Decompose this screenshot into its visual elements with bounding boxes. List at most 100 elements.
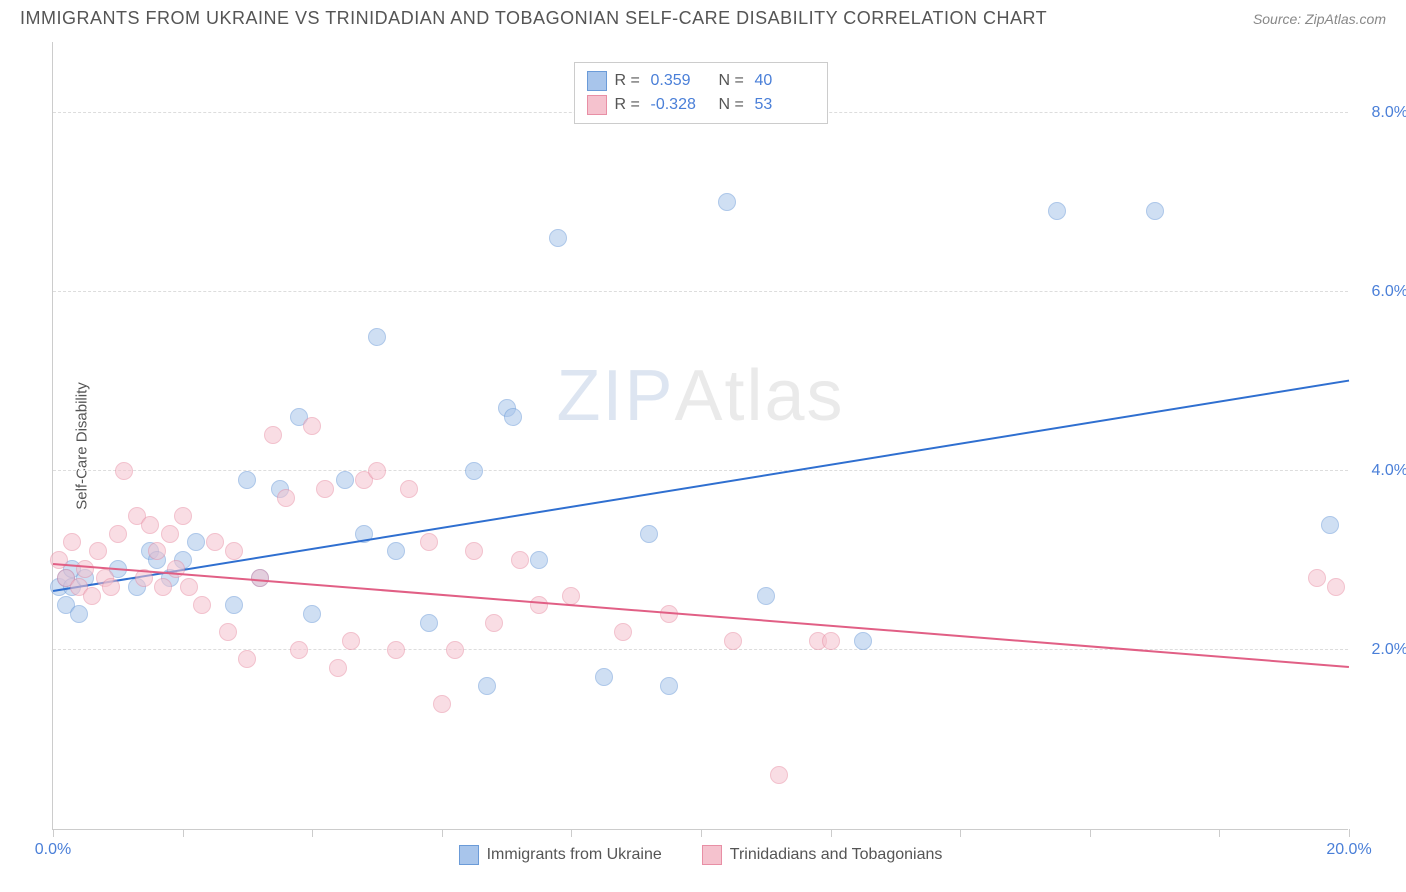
swatch-ukraine	[587, 71, 607, 91]
x-tick	[1219, 829, 1220, 837]
x-tick	[831, 829, 832, 837]
watermark: ZIPAtlas	[556, 355, 844, 437]
data-point-trinidad	[290, 641, 308, 659]
data-point-trinidad	[485, 614, 503, 632]
stat-n-value-ukraine: 40	[755, 72, 815, 90]
stat-n-value-trinidad: 53	[755, 96, 815, 114]
data-point-trinidad	[109, 525, 127, 543]
y-tick-label: 4.0%	[1372, 462, 1406, 480]
x-tick	[701, 829, 702, 837]
data-point-trinidad	[115, 462, 133, 480]
data-point-trinidad	[1308, 569, 1326, 587]
data-point-trinidad	[167, 560, 185, 578]
data-point-ukraine	[420, 614, 438, 632]
legend-swatch-trinidad	[702, 845, 722, 865]
data-point-trinidad	[387, 641, 405, 659]
data-point-ukraine	[757, 587, 775, 605]
data-point-ukraine	[854, 632, 872, 650]
y-tick-label: 8.0%	[1372, 104, 1406, 122]
legend-item-ukraine: Immigrants from Ukraine	[459, 845, 662, 865]
data-point-ukraine	[465, 462, 483, 480]
stats-row-trinidad: R = -0.328 N = 53	[587, 93, 815, 117]
data-point-trinidad	[446, 641, 464, 659]
data-point-trinidad	[193, 596, 211, 614]
stat-r-label: R =	[615, 72, 643, 90]
data-point-ukraine	[368, 328, 386, 346]
data-point-trinidad	[219, 623, 237, 641]
data-point-trinidad	[303, 417, 321, 435]
y-tick-label: 6.0%	[1372, 283, 1406, 301]
data-point-trinidad	[148, 542, 166, 560]
data-point-ukraine	[530, 551, 548, 569]
data-point-ukraine	[549, 229, 567, 247]
data-point-ukraine	[1321, 516, 1339, 534]
swatch-trinidad	[587, 95, 607, 115]
data-point-trinidad	[465, 542, 483, 560]
data-point-trinidad	[154, 578, 172, 596]
legend-swatch-ukraine	[459, 845, 479, 865]
data-point-trinidad	[770, 766, 788, 784]
data-point-trinidad	[614, 623, 632, 641]
data-point-trinidad	[342, 632, 360, 650]
data-point-trinidad	[76, 560, 94, 578]
data-point-trinidad	[174, 507, 192, 525]
data-point-trinidad	[238, 650, 256, 668]
stat-r-value-ukraine: 0.359	[651, 72, 711, 90]
data-point-trinidad	[1327, 578, 1345, 596]
data-point-trinidad	[141, 516, 159, 534]
stats-legend-box: R = 0.359 N = 40 R = -0.328 N = 53	[574, 62, 828, 124]
scatter-chart: ZIPAtlas R = 0.359 N = 40 R = -0.328 N =…	[52, 42, 1348, 830]
data-point-trinidad	[420, 533, 438, 551]
x-tick	[571, 829, 572, 837]
data-point-trinidad	[400, 480, 418, 498]
data-point-trinidad	[206, 533, 224, 551]
data-point-ukraine	[660, 677, 678, 695]
source-attribution: Source: ZipAtlas.com	[1253, 11, 1386, 27]
data-point-trinidad	[316, 480, 334, 498]
data-point-ukraine	[225, 596, 243, 614]
x-tick	[442, 829, 443, 837]
legend-item-trinidad: Trinidadians and Tobagonians	[702, 845, 943, 865]
x-tick	[183, 829, 184, 837]
x-tick	[1349, 829, 1350, 837]
data-point-trinidad	[724, 632, 742, 650]
data-point-trinidad	[368, 462, 386, 480]
data-point-ukraine	[640, 525, 658, 543]
data-point-ukraine	[387, 542, 405, 560]
data-point-ukraine	[504, 408, 522, 426]
stat-r-value-trinidad: -0.328	[651, 96, 711, 114]
x-tick-label: 0.0%	[35, 841, 71, 859]
data-point-trinidad	[277, 489, 295, 507]
stat-r-label: R =	[615, 96, 643, 114]
gridline	[53, 291, 1348, 292]
stat-n-label: N =	[719, 72, 747, 90]
stats-row-ukraine: R = 0.359 N = 40	[587, 69, 815, 93]
data-point-trinidad	[530, 596, 548, 614]
data-point-trinidad	[562, 587, 580, 605]
data-point-ukraine	[238, 471, 256, 489]
data-point-trinidad	[102, 578, 120, 596]
x-tick	[960, 829, 961, 837]
data-point-ukraine	[303, 605, 321, 623]
data-point-trinidad	[63, 533, 81, 551]
x-tick	[53, 829, 54, 837]
data-point-trinidad	[180, 578, 198, 596]
data-point-trinidad	[822, 632, 840, 650]
data-point-ukraine	[478, 677, 496, 695]
data-point-trinidad	[264, 426, 282, 444]
data-point-trinidad	[433, 695, 451, 713]
data-point-trinidad	[89, 542, 107, 560]
data-point-trinidad	[329, 659, 347, 677]
data-point-trinidad	[511, 551, 529, 569]
data-point-trinidad	[50, 551, 68, 569]
header: IMMIGRANTS FROM UKRAINE VS TRINIDADIAN A…	[0, 0, 1406, 33]
legend-label-ukraine: Immigrants from Ukraine	[487, 846, 662, 864]
data-point-ukraine	[595, 668, 613, 686]
data-point-trinidad	[225, 542, 243, 560]
data-point-ukraine	[718, 193, 736, 211]
legend-label-trinidad: Trinidadians and Tobagonians	[730, 846, 943, 864]
data-point-ukraine	[187, 533, 205, 551]
data-point-ukraine	[336, 471, 354, 489]
stat-n-label: N =	[719, 96, 747, 114]
legend-bottom: Immigrants from Ukraine Trinidadians and…	[53, 845, 1348, 865]
